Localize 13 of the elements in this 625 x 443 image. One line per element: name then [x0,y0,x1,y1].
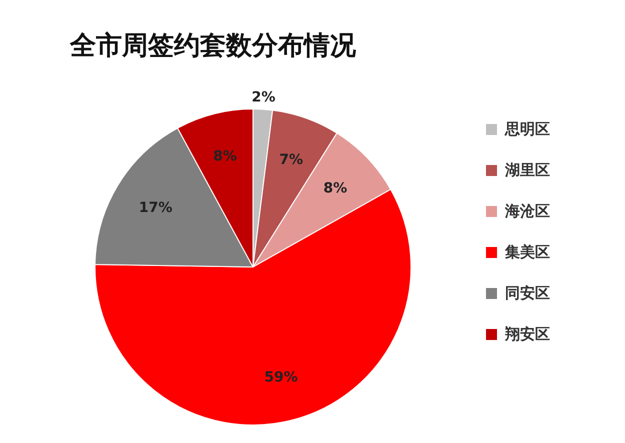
legend-label: 同安区 [505,284,550,303]
legend-label: 翔安区 [505,325,550,344]
legend-label: 集美区 [505,243,550,262]
data-label: 2% [252,89,276,106]
data-label: 59% [264,369,298,386]
data-label: 7% [279,152,304,168]
data-label: 8% [213,148,237,165]
chart-title: 全市周签约套数分布情况 [70,30,356,63]
legend-label: 湖里区 [505,161,550,180]
data-label: 8% [323,180,348,196]
legend-label: 思明区 [505,120,550,139]
data-label: 17% [138,200,172,216]
legend-label: 海沧区 [505,202,550,221]
